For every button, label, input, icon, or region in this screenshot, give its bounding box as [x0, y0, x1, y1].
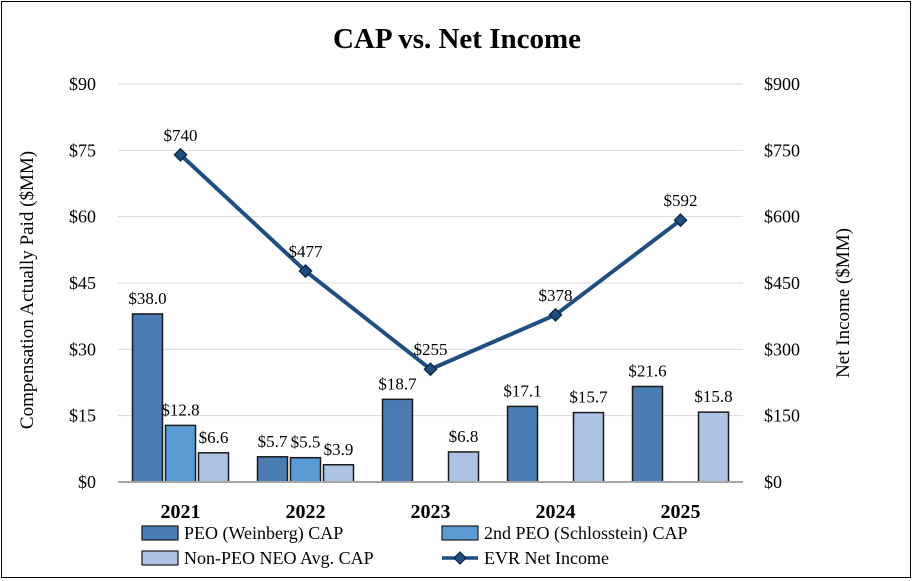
bar [256, 456, 289, 483]
net-income-marker [673, 213, 688, 228]
bar [697, 411, 730, 483]
y-tick-label: $15 [69, 406, 96, 426]
line-data-label: $477 [289, 242, 324, 261]
y-axis-label: Compensation Actually Paid ($MM) [17, 151, 38, 429]
bar-data-label: $38.0 [128, 289, 166, 308]
line-data-label: $255 [414, 340, 448, 359]
legend-label: PEO (Weinberg) CAP [184, 523, 343, 544]
legend-swatch [141, 550, 179, 566]
bar-data-label: $5.5 [291, 433, 321, 452]
y-tick-label: $90 [69, 74, 96, 94]
bar [572, 411, 605, 483]
line-data-label: $378 [539, 286, 573, 305]
bar-data-label: $6.6 [199, 428, 229, 447]
net-income-marker [548, 307, 563, 322]
x-tick-label: 2021 [161, 501, 201, 523]
y2-tick-label: $0 [764, 472, 782, 492]
legend-marker [453, 551, 467, 565]
bar [631, 385, 664, 483]
y-tick-label: $0 [78, 472, 96, 492]
y-tick-label: $45 [69, 273, 96, 293]
bar-data-label: $18.7 [378, 374, 417, 393]
net-income-line [179, 153, 682, 372]
legend-label: Non-PEO NEO Avg. CAP [184, 548, 374, 568]
bar-data-label: $15.7 [569, 388, 608, 407]
x-tick-label: 2022 [286, 501, 326, 523]
bar-data-label: $17.1 [503, 381, 541, 400]
bar-data-label: $15.8 [694, 387, 732, 406]
bar [506, 405, 539, 483]
bar [197, 452, 230, 483]
x-tick-label: 2023 [411, 501, 451, 523]
legend-label: EVR Net Income [484, 548, 609, 568]
x-tick-label: 2024 [536, 501, 576, 523]
y2-tick-label: $750 [764, 140, 800, 160]
legend-swatch [141, 525, 179, 541]
y-tick-label: $75 [69, 140, 96, 160]
bar [131, 313, 164, 483]
line-data-label: $740 [164, 126, 198, 145]
bar [447, 451, 480, 483]
y2-tick-label: $150 [764, 406, 800, 426]
legend-swatch [441, 525, 479, 541]
x-tick-label: 2025 [661, 501, 701, 523]
net-income-marker [298, 263, 313, 279]
bar-data-label: $12.8 [161, 400, 199, 419]
net-income-marker [423, 362, 438, 377]
y-tick-label: $60 [69, 207, 96, 227]
line-data-label: $592 [664, 191, 698, 210]
bar-data-label: $3.9 [324, 440, 354, 459]
chart-title: CAP vs. Net Income [333, 23, 581, 55]
y2-tick-label: $300 [764, 339, 800, 359]
bar [381, 398, 414, 483]
y2-tick-label: $900 [764, 74, 800, 94]
bar [322, 464, 355, 483]
bar-data-label: $21.6 [628, 361, 666, 380]
y2-tick-label: $600 [764, 207, 800, 227]
legend-label: 2nd PEO (Schlosstein) CAP [484, 523, 688, 544]
bar-data-label: $5.7 [258, 432, 288, 451]
net-income-marker [173, 147, 188, 162]
y2-axis-label: Net Income ($MM) [833, 228, 854, 378]
bar [289, 456, 322, 483]
y2-tick-label: $450 [764, 273, 800, 293]
bar [164, 424, 197, 483]
bar-data-label: $6.8 [449, 427, 479, 446]
y-tick-label: $30 [69, 339, 96, 359]
